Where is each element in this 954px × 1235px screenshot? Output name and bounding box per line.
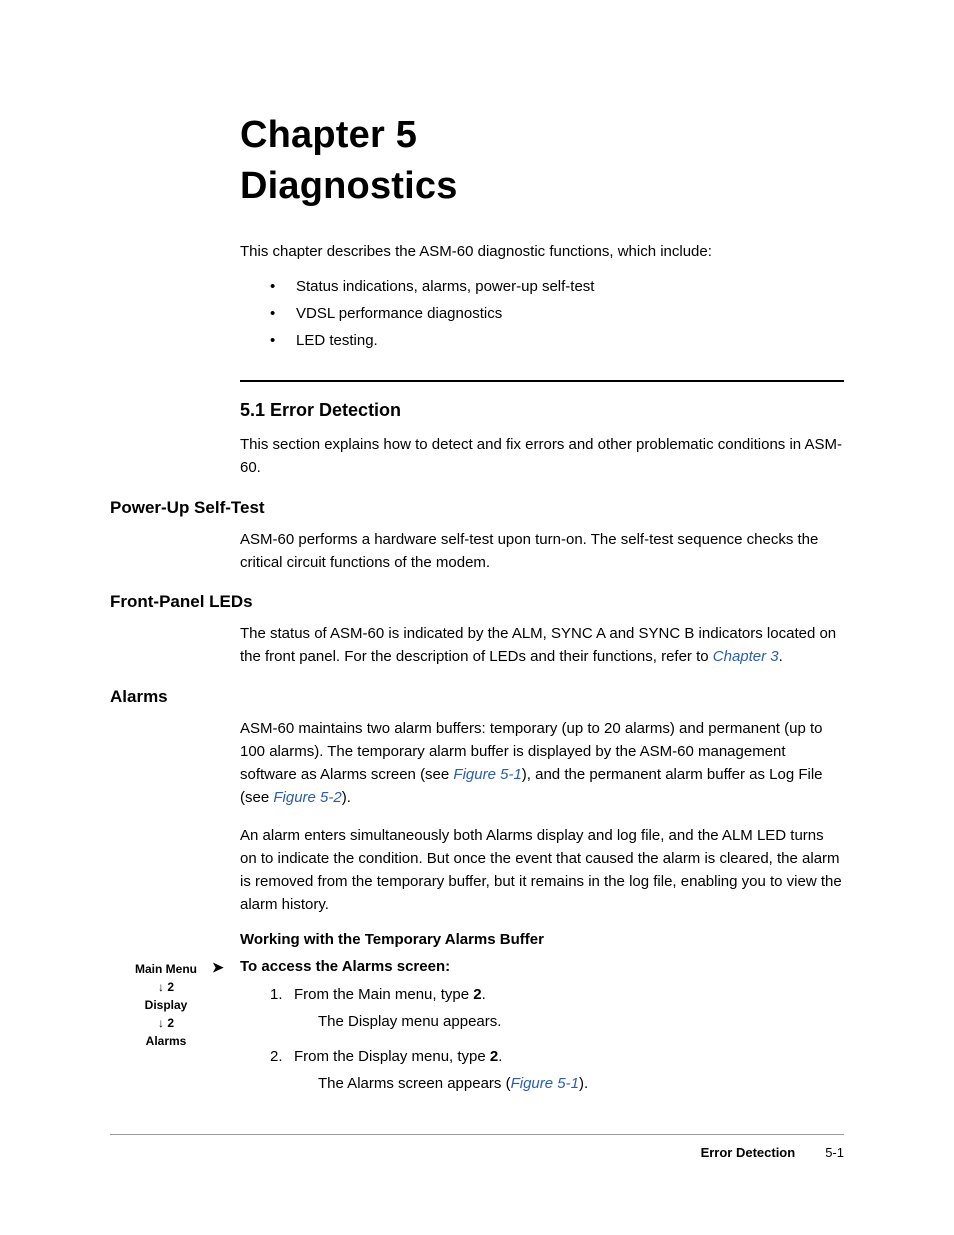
step1-a: From the Main menu, type — [294, 986, 473, 1003]
alarms-heading: Alarms — [110, 687, 844, 707]
step2-result-a: The Alarms screen appears ( — [318, 1075, 511, 1092]
leds-heading: Front-Panel LEDs — [110, 592, 844, 612]
alarms-para1: ASM-60 maintains two alarm buffers: temp… — [240, 717, 844, 810]
step2-result-b: ). — [579, 1075, 588, 1092]
chapter-bullets: Status indications, alarms, power-up sel… — [270, 273, 844, 354]
leds-text: The status of ASM-60 is indicated by the… — [240, 622, 844, 669]
chapter-intro: This chapter describes the ASM-60 diagno… — [240, 241, 844, 264]
step2-key: 2 — [490, 1048, 498, 1065]
powerup-heading: Power-Up Self-Test — [110, 498, 844, 518]
nav-line: Display — [110, 996, 222, 1014]
step1-key: 2 — [473, 986, 481, 1003]
leds-text-post: . — [779, 648, 783, 665]
powerup-text: ASM-60 performs a hardware self-test upo… — [240, 528, 844, 575]
chapter3-xref[interactable]: Chapter 3 — [713, 648, 779, 665]
step1-c: . — [482, 986, 486, 1003]
figure52-xref[interactable]: Figure 5-2 — [273, 789, 341, 806]
bullet-item: Status indications, alarms, power-up sel… — [270, 273, 844, 300]
alarms-para2: An alarm enters simultaneously both Alar… — [240, 824, 844, 917]
step1-result: The Display menu appears. — [318, 1010, 844, 1033]
bullet-item: VDSL performance diagnostics — [270, 300, 844, 327]
alarms-para1-c: ). — [342, 789, 351, 806]
margin-nav: Main Menu ↓ 2 Display ↓ 2 Alarms — [110, 958, 240, 1108]
nav-line: ↓ 2 — [110, 978, 222, 996]
procedure-steps: From the Main menu, type 2. The Display … — [270, 983, 844, 1096]
figure51-xref[interactable]: Figure 5-1 — [511, 1075, 579, 1092]
chapter-number: Chapter 5 — [240, 114, 417, 156]
step-item: From the Display menu, type 2. The Alarm… — [270, 1045, 844, 1096]
section-intro: This section explains how to detect and … — [240, 433, 844, 480]
page-footer: Error Detection 5-1 — [110, 1135, 844, 1160]
procedure-title: To access the Alarms screen: — [240, 958, 844, 975]
nav-line: ↓ 2 — [110, 1014, 222, 1032]
step2-a: From the Display menu, type — [294, 1048, 490, 1065]
nav-line: Alarms — [110, 1032, 222, 1050]
page: Chapter 5 Diagnostics This chapter descr… — [0, 0, 954, 1235]
step2-c: . — [498, 1048, 502, 1065]
chapter-title: Chapter 5 Diagnostics — [240, 110, 844, 213]
bullet-item: LED testing. — [270, 327, 844, 354]
section-heading: 5.1 Error Detection — [240, 400, 844, 421]
step-item: From the Main menu, type 2. The Display … — [270, 983, 844, 1034]
section-divider — [240, 380, 844, 382]
figure51-xref[interactable]: Figure 5-1 — [453, 766, 521, 783]
nav-line: Main Menu — [110, 960, 222, 978]
footer-page-number: 5-1 — [825, 1145, 844, 1160]
procedure-body: To access the Alarms screen: From the Ma… — [240, 958, 844, 1108]
footer-section-label: Error Detection — [701, 1145, 796, 1160]
working-buffer-heading: Working with the Temporary Alarms Buffer — [240, 931, 844, 948]
procedure-row: Main Menu ↓ 2 Display ↓ 2 Alarms To acce… — [110, 958, 844, 1108]
chapter-name: Diagnostics — [240, 165, 458, 207]
step2-result: The Alarms screen appears (Figure 5-1). — [318, 1072, 844, 1095]
